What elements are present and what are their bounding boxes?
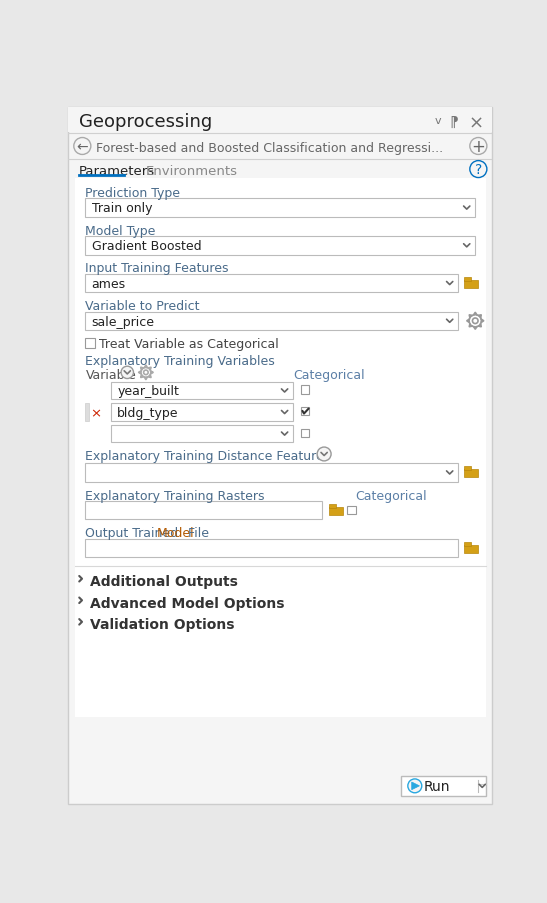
Text: Variable: Variable: [85, 368, 136, 381]
Circle shape: [317, 448, 331, 461]
Circle shape: [408, 779, 422, 793]
Text: Input Training Features: Input Training Features: [85, 262, 229, 275]
Circle shape: [470, 162, 487, 179]
Text: year_built: year_built: [117, 385, 179, 398]
Bar: [111, 425, 293, 443]
Bar: [464, 281, 478, 288]
Text: Prediction Type: Prediction Type: [85, 187, 181, 200]
Circle shape: [121, 367, 133, 379]
Bar: [401, 776, 486, 796]
Bar: [85, 501, 322, 520]
Circle shape: [74, 138, 91, 155]
Circle shape: [470, 138, 487, 155]
Bar: [85, 464, 458, 482]
Text: Categorical: Categorical: [293, 368, 365, 381]
Text: Model Type: Model Type: [85, 225, 156, 237]
Bar: [85, 275, 458, 293]
Bar: [301, 429, 310, 438]
Bar: [85, 539, 458, 557]
Bar: [111, 382, 293, 400]
Text: Additional Outputs: Additional Outputs: [90, 574, 238, 589]
Text: ←: ←: [77, 140, 88, 154]
Text: ⁋: ⁋: [449, 115, 458, 128]
Bar: [301, 407, 310, 416]
Text: Environments: Environments: [146, 164, 238, 178]
Text: ?: ?: [475, 163, 482, 177]
Text: Explanatory Training Rasters: Explanatory Training Rasters: [85, 489, 265, 502]
Text: Advanced Model Options: Advanced Model Options: [90, 596, 284, 610]
Text: Geoprocessing: Geoprocessing: [79, 113, 212, 131]
Text: +: +: [472, 138, 485, 156]
Bar: [464, 470, 478, 478]
Text: Validation Options: Validation Options: [90, 618, 235, 631]
Text: ×: ×: [90, 406, 101, 420]
Bar: [347, 506, 356, 515]
Bar: [301, 386, 310, 395]
Bar: [85, 237, 475, 256]
Bar: [85, 340, 95, 349]
Text: Train only: Train only: [92, 202, 152, 215]
Bar: [111, 404, 293, 422]
Bar: [68, 108, 492, 133]
Text: Explanatory Training Variables: Explanatory Training Variables: [85, 355, 275, 368]
Text: Run: Run: [424, 779, 451, 793]
Bar: [74, 179, 486, 718]
Polygon shape: [412, 782, 420, 790]
Bar: [85, 200, 475, 218]
Text: Model: Model: [157, 526, 194, 540]
Text: sale_price: sale_price: [92, 315, 155, 329]
Bar: [464, 467, 472, 470]
Text: Parameters: Parameters: [79, 164, 155, 178]
Text: v: v: [434, 116, 441, 126]
Bar: [464, 277, 472, 282]
Text: Categorical: Categorical: [355, 489, 427, 502]
Text: Treat Variable as Categorical: Treat Variable as Categorical: [100, 338, 279, 350]
Text: Output Trained: Output Trained: [85, 526, 183, 540]
Bar: [329, 507, 343, 516]
Text: Forest-based and Boosted Classification and Regressi...: Forest-based and Boosted Classification …: [96, 142, 444, 154]
Text: bldg_type: bldg_type: [117, 406, 179, 419]
Text: Gradient Boosted: Gradient Boosted: [92, 240, 201, 253]
Bar: [85, 312, 458, 330]
Text: ames: ames: [92, 277, 126, 291]
Text: File: File: [184, 526, 209, 540]
Bar: [464, 545, 478, 553]
Text: Variable to Predict: Variable to Predict: [85, 300, 200, 312]
Bar: [464, 542, 472, 546]
Bar: [85, 404, 89, 422]
Text: ×: ×: [468, 115, 484, 133]
Text: Explanatory Training Distance Features: Explanatory Training Distance Features: [85, 450, 331, 463]
Bar: [329, 505, 336, 508]
